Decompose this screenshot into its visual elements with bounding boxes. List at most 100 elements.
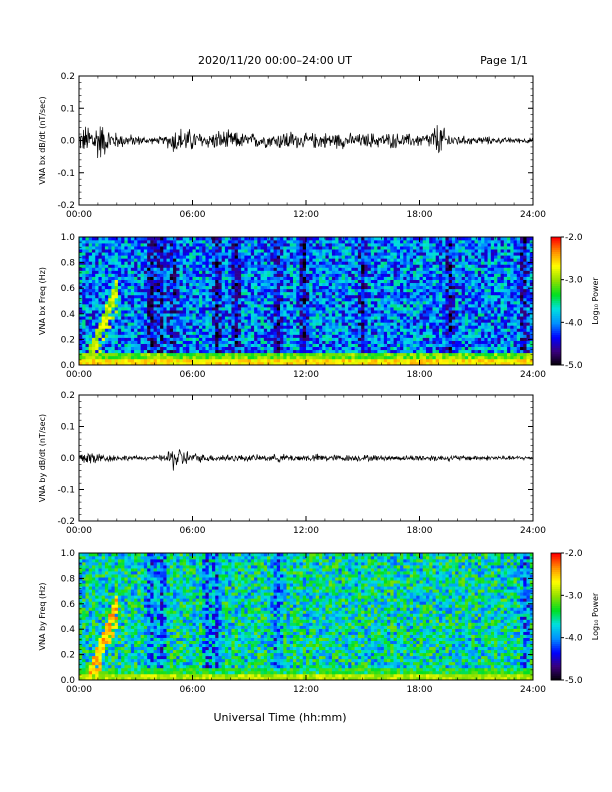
heatmap-cell	[108, 273, 112, 277]
heatmap-cell	[312, 328, 317, 332]
heatmap-cell	[117, 276, 122, 280]
heatmap-cell	[293, 361, 297, 366]
heatmap-cell	[322, 340, 326, 344]
heatmap-cell	[254, 319, 258, 323]
heatmap-cell	[186, 325, 190, 329]
heatmap-cell	[523, 264, 527, 268]
heatmap-cell	[464, 340, 469, 344]
heatmap-cell	[224, 276, 229, 280]
heatmap-cell	[413, 352, 417, 357]
heatmap-cell	[429, 331, 433, 335]
heatmap-cell	[455, 279, 459, 284]
heatmap-cell	[490, 328, 495, 332]
heatmap-cell	[409, 261, 414, 265]
heatmap-cell	[416, 273, 420, 277]
heatmap-cell	[315, 361, 320, 366]
heatmap-cell	[406, 297, 411, 302]
heatmap-cell	[85, 340, 90, 344]
heatmap-cell	[127, 307, 132, 311]
heatmap-cell	[91, 352, 96, 357]
heatmap-cell	[117, 282, 122, 287]
heatmap-cell	[296, 352, 300, 357]
heatmap-cell	[432, 294, 437, 299]
heatmap-cell	[202, 349, 206, 354]
heatmap-cell	[344, 313, 349, 317]
heatmap-cell	[160, 301, 164, 305]
heatmap-cell	[150, 310, 154, 314]
heatmap-cell	[425, 307, 430, 311]
x-tick-label: 00:00	[66, 210, 92, 220]
heatmap-cell	[127, 322, 132, 326]
heatmap-cell	[228, 358, 232, 363]
heatmap-cell	[322, 334, 326, 338]
heatmap-cell	[202, 258, 206, 262]
heatmap-cell	[299, 267, 304, 271]
heatmap-cell	[526, 279, 531, 284]
heatmap-cell	[419, 264, 424, 268]
heatmap-cell	[176, 361, 180, 366]
heatmap-cell	[228, 334, 232, 338]
heatmap-cell	[422, 307, 427, 311]
heatmap-cell	[516, 340, 521, 344]
heatmap-cell	[169, 258, 174, 262]
heatmap-cell	[79, 270, 83, 274]
heatmap-cell	[134, 328, 138, 332]
heatmap-cell	[166, 343, 171, 348]
heatmap-cell	[231, 343, 235, 348]
heatmap-cell	[130, 355, 135, 360]
heatmap-cell	[267, 261, 271, 265]
heatmap-cell	[98, 291, 102, 296]
heatmap-cell	[520, 304, 524, 308]
heatmap-cell	[179, 279, 184, 284]
heatmap-cell	[137, 319, 141, 323]
heatmap-cell	[354, 264, 359, 268]
heatmap-cell	[95, 261, 99, 265]
heatmap-cell	[160, 310, 164, 314]
heatmap-cell	[192, 319, 197, 323]
heatmap-cell	[341, 340, 346, 344]
heatmap-cell	[186, 310, 190, 314]
heatmap-cell	[341, 294, 346, 299]
heatmap-cell	[241, 337, 245, 341]
heatmap-cell	[318, 337, 323, 341]
heatmap-cell	[228, 276, 232, 280]
heatmap-cell	[403, 337, 407, 341]
heatmap-cell	[176, 313, 180, 317]
heatmap-cell	[429, 261, 433, 265]
heatmap-cell	[241, 264, 245, 268]
heatmap-cell	[354, 346, 359, 351]
heatmap-cell	[117, 288, 122, 293]
heatmap-cell	[82, 276, 86, 280]
heatmap-cell	[474, 343, 479, 348]
heatmap-cell	[143, 322, 148, 326]
heatmap-cell	[429, 267, 433, 271]
heatmap-cell	[260, 349, 265, 354]
heatmap-cell	[435, 361, 440, 366]
heatmap-cell	[237, 328, 242, 332]
heatmap-cell	[377, 340, 381, 344]
heatmap-cell	[137, 273, 141, 277]
heatmap-cell	[237, 258, 242, 262]
heatmap-cell	[484, 301, 488, 305]
heatmap-cell	[471, 301, 475, 305]
heatmap-cell	[192, 328, 197, 332]
heatmap-cell	[390, 334, 394, 338]
heatmap-cell	[143, 355, 148, 360]
heatmap-cell	[396, 261, 401, 265]
heatmap-cell	[335, 316, 339, 320]
heatmap-cell	[218, 270, 222, 274]
heatmap-cell	[276, 285, 281, 290]
heatmap-cell	[497, 328, 501, 332]
heatmap-cell	[374, 325, 378, 329]
heatmap-cell	[163, 310, 167, 314]
heatmap-cell	[400, 349, 404, 354]
heatmap-cell	[283, 310, 287, 314]
heatmap-cell	[280, 316, 284, 320]
heatmap-cell	[254, 358, 258, 363]
heatmap-cell	[357, 264, 362, 268]
heatmap-cell	[234, 361, 239, 366]
heatmap-cell	[400, 270, 404, 274]
heatmap-cell	[351, 297, 355, 302]
heatmap-cell	[513, 304, 518, 308]
heatmap-cell	[143, 267, 148, 271]
